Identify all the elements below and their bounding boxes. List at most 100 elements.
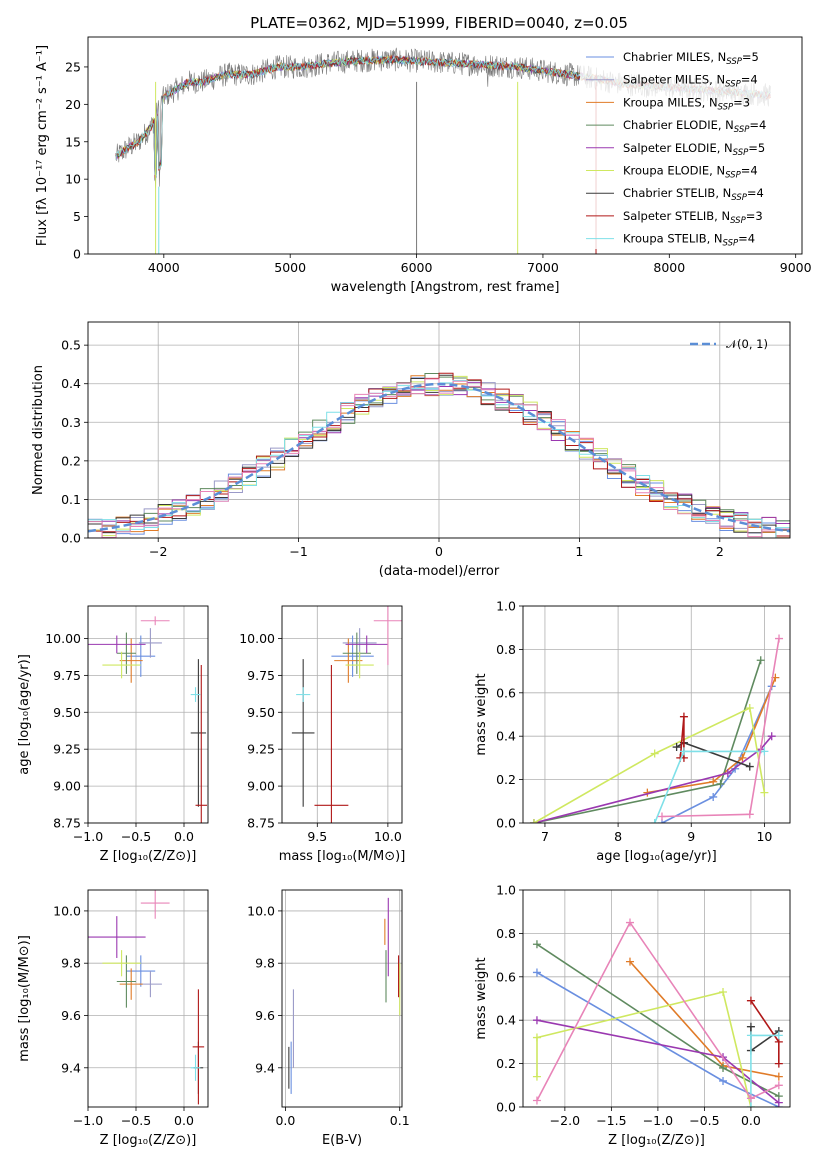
legend-label: Kroupa STELIB, NSSP=4 bbox=[623, 232, 755, 249]
weight-marker bbox=[650, 749, 659, 758]
panel-spectrum: 4000 5000 6000 7000 8000 9000 0 5 10 15 20 25 wavele… bbox=[35, 36, 812, 295]
x-tick-label: 0.0 bbox=[275, 1113, 295, 1128]
x-tick-label: 6000 bbox=[401, 260, 433, 275]
legend: Chabrier MILES, NSSP=5 Salpeter MILES, NS… bbox=[580, 44, 798, 249]
y-tick-label: 9.6 bbox=[255, 1008, 275, 1023]
y-tick-label: 0.4 bbox=[61, 376, 81, 391]
plot-area bbox=[523, 890, 790, 1107]
x-tick-label: 2 bbox=[716, 544, 724, 559]
weight-marker bbox=[532, 968, 541, 977]
weight-marker bbox=[774, 1072, 783, 1081]
errorbar-point bbox=[291, 659, 315, 807]
weight-marker bbox=[625, 918, 634, 927]
x-axis-label: E(B-V) bbox=[322, 1133, 362, 1148]
weight-marker bbox=[716, 779, 725, 788]
x-tick-label: 0 bbox=[435, 544, 443, 559]
weight-marker bbox=[657, 812, 666, 821]
weight-line-6 bbox=[750, 1000, 780, 1064]
errorbar-point bbox=[119, 968, 143, 1000]
x-axis-label: Z [log₁₀(Z/Z⊙)] bbox=[100, 1133, 197, 1148]
y-tick-label: 0.5 bbox=[61, 338, 81, 353]
y-tick-label: 9.75 bbox=[53, 668, 81, 683]
y-tick-label: 9.6 bbox=[61, 1008, 81, 1023]
x-axis-label: Z [log₁₀(Z/Z⊙)] bbox=[608, 1133, 705, 1148]
weight-line-8 bbox=[536, 920, 780, 1101]
grid bbox=[282, 890, 402, 1107]
y-tick-label: 9.8 bbox=[61, 956, 81, 971]
x-tick-label: −2 bbox=[149, 544, 167, 559]
panel-massweight-vs-Z: −2.0 −1.5 −1.0 −0.5 0.0 0.0 0.2 0.4 0.6 0.8 1.0 Z [… bbox=[474, 883, 791, 1148]
x-tick-label: 7000 bbox=[527, 260, 559, 275]
y-tick-label: 9.50 bbox=[247, 705, 275, 720]
y-tick-label: 10.00 bbox=[239, 631, 275, 646]
panel-age-vs-Z: −1.0 −0.5 0.0 8.75 9.00 9.25 9.50 9.75 10.00 Z [l… bbox=[17, 605, 209, 864]
weight-line-4 bbox=[533, 706, 766, 823]
x-tick-label: 9.5 bbox=[307, 829, 327, 844]
axes-frame bbox=[522, 889, 791, 1108]
axes-frame bbox=[87, 889, 209, 1108]
y-tick-label: 0.4 bbox=[496, 729, 516, 744]
y-tick-label: 10.00 bbox=[45, 631, 81, 646]
weight-marker bbox=[760, 747, 769, 756]
y-tick-label: 9.4 bbox=[61, 1060, 81, 1075]
weight-marker bbox=[532, 1096, 541, 1105]
axes-frame bbox=[87, 36, 803, 255]
weight-marker bbox=[719, 1063, 728, 1072]
x-tick-label: −1.5 bbox=[596, 1113, 626, 1128]
normal-curve bbox=[88, 382, 790, 533]
legend-label: Chabrier STELIB, NSSP=4 bbox=[623, 186, 764, 203]
errorbar-point bbox=[116, 955, 136, 1008]
y-tick-label: 5 bbox=[73, 209, 81, 224]
weight-marker bbox=[775, 634, 784, 643]
weight-line-3 bbox=[533, 735, 773, 823]
axes-frame bbox=[281, 889, 403, 1108]
errorbar-point bbox=[102, 651, 141, 679]
y-tick-label: 8.75 bbox=[53, 816, 81, 831]
weight-marker bbox=[745, 703, 754, 712]
y-tick-label: 0.4 bbox=[496, 1013, 516, 1028]
errorbar-point bbox=[345, 651, 374, 679]
y-tick-label: 9.25 bbox=[247, 742, 275, 757]
x-tick-label: 0.0 bbox=[741, 1113, 761, 1128]
axes-frame bbox=[522, 605, 791, 824]
y-axis-label: Flux [fλ 10⁻¹⁷ erg cm⁻² s⁻¹ A⁻¹] bbox=[35, 45, 50, 246]
y-tick-label: 0.2 bbox=[61, 453, 81, 468]
axes-frame bbox=[87, 605, 209, 824]
y-tick-label: 0.3 bbox=[61, 415, 81, 430]
errorbar-point bbox=[314, 665, 349, 823]
errorbar-point bbox=[140, 616, 170, 626]
x-tick-label: −1.0 bbox=[73, 1113, 103, 1128]
y-tick-label: 0.1 bbox=[61, 492, 81, 507]
y-tick-label: 0.8 bbox=[496, 642, 516, 657]
y-tick-label: 9.8 bbox=[255, 956, 275, 971]
grid bbox=[523, 890, 790, 1107]
y-tick-label: 10.0 bbox=[247, 903, 275, 918]
errorbar-point bbox=[334, 638, 363, 683]
errorbar-point bbox=[88, 916, 146, 958]
histogram-series-9 bbox=[88, 378, 790, 538]
legend-label: Salpeter ELODIE, NSSP=5 bbox=[623, 141, 765, 158]
weight-marker bbox=[709, 792, 718, 801]
y-tick-label: 25 bbox=[65, 59, 81, 74]
weight-marker bbox=[672, 743, 681, 752]
errorbar-point bbox=[190, 1054, 201, 1081]
axes-frame bbox=[281, 605, 403, 824]
x-axis-label: (data-model)/error bbox=[379, 564, 500, 579]
weight-marker bbox=[532, 940, 541, 949]
errorbar-point bbox=[373, 606, 402, 666]
weight-marker bbox=[532, 1033, 541, 1042]
y-axis-label: mass weight bbox=[474, 957, 489, 1039]
x-tick-label: 9 bbox=[687, 829, 695, 844]
errorbar-point bbox=[138, 628, 162, 658]
y-tick-label: 9.00 bbox=[247, 779, 275, 794]
errorbar-point bbox=[119, 638, 143, 683]
grid bbox=[88, 890, 208, 1107]
weight-marker bbox=[679, 747, 688, 756]
y-tick-label: 9.25 bbox=[53, 742, 81, 757]
x-tick-label: 8 bbox=[614, 829, 622, 844]
y-axis-label: age [log₁₀(age/yr)] bbox=[17, 654, 32, 775]
legend-label: Chabrier ELODIE, NSSP=4 bbox=[623, 118, 766, 135]
panel-mass-vs-EBV: 0.0 0.1 9.4 9.6 9.8 10.0 E(B-V) bbox=[247, 889, 410, 1148]
y-tick-label: 0.6 bbox=[496, 969, 516, 984]
legend-label: Chabrier MILES, NSSP=5 bbox=[623, 50, 759, 67]
